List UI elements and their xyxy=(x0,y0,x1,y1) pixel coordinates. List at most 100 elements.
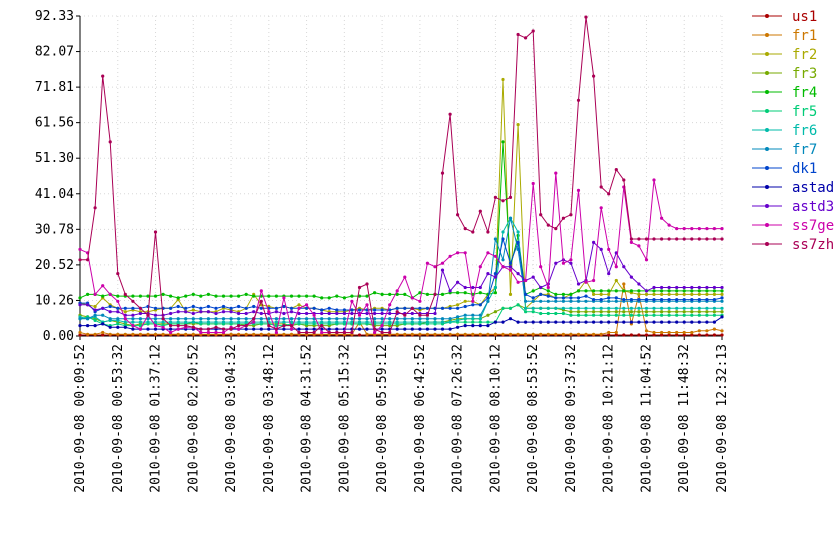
data-point-fr5 xyxy=(524,310,528,314)
data-point-fr6 xyxy=(569,306,573,310)
data-point-astd3 xyxy=(554,261,558,265)
data-point-fr6 xyxy=(501,230,505,234)
data-point-fr5 xyxy=(138,324,142,328)
data-point-fr7 xyxy=(274,317,278,321)
legend-label: dk1 xyxy=(792,161,817,177)
data-point-astd3 xyxy=(690,285,694,290)
data-point-fr1 xyxy=(644,329,649,333)
data-point-dk1 xyxy=(116,306,120,310)
data-point-astd3 xyxy=(592,240,596,244)
x-tick-label: 2010-09-08 11:48:32 xyxy=(677,344,692,493)
data-point-fr3 xyxy=(720,310,724,314)
data-point-ss7zh xyxy=(146,313,150,317)
data-point-us1 xyxy=(705,333,709,337)
legend-item-ss7zh: ss7zh xyxy=(752,237,834,253)
data-point-ss7ge xyxy=(675,227,679,231)
data-point-astd3 xyxy=(335,311,339,316)
data-point-astd3 xyxy=(705,285,709,290)
data-point-fr4 xyxy=(357,294,362,298)
data-point-dk1 xyxy=(357,308,362,312)
data-point-dk1 xyxy=(456,306,460,310)
data-point-ss7zh xyxy=(463,227,467,231)
data-point-fr4 xyxy=(493,291,497,295)
data-point-fr4 xyxy=(86,292,90,296)
data-point-fr3 xyxy=(614,310,618,314)
data-point-fr1 xyxy=(546,332,550,336)
data-point-ss7zh xyxy=(214,325,218,329)
data-point-fr6 xyxy=(652,306,656,310)
data-point-fr6 xyxy=(592,306,596,310)
data-point-ss7ge xyxy=(78,247,82,251)
data-point-fr1 xyxy=(229,332,233,336)
x-tick-label: 2010-09-08 08:10:12 xyxy=(488,344,503,493)
data-point-astd3 xyxy=(440,268,445,272)
data-point-fr1 xyxy=(675,330,679,335)
data-point-astad xyxy=(433,327,437,331)
data-point-fr2 xyxy=(637,292,641,296)
data-point-ss7ge xyxy=(629,240,634,244)
data-point-astd3 xyxy=(637,282,641,286)
data-point-astd3 xyxy=(131,313,135,317)
data-point-ss7zh xyxy=(584,15,588,19)
data-point-ss7zh xyxy=(282,324,286,328)
x-tick-label: 2010-09-08 09:37:32 xyxy=(564,344,579,493)
data-point-fr4 xyxy=(463,291,467,295)
data-point-ss7ge xyxy=(297,306,301,310)
data-point-ss7zh xyxy=(720,237,724,241)
data-point-fr6 xyxy=(146,320,150,324)
legend-label: ss7zh xyxy=(792,237,834,253)
legend-item-fr2: fr2 xyxy=(752,47,817,63)
data-point-fr6 xyxy=(682,306,686,310)
data-point-ss7zh xyxy=(599,185,603,189)
data-point-ss7ge xyxy=(690,227,694,231)
data-point-ss7zh xyxy=(365,282,369,286)
data-point-fr1 xyxy=(395,332,399,336)
data-point-astad xyxy=(448,327,452,331)
legend-label: fr1 xyxy=(792,28,817,44)
data-point-fr1 xyxy=(486,332,490,336)
data-point-fr6 xyxy=(463,317,467,321)
data-point-astad xyxy=(599,320,603,324)
data-point-us1 xyxy=(652,333,656,337)
data-point-ss7zh xyxy=(682,237,686,241)
data-point-fr7 xyxy=(720,299,724,303)
data-point-ss7zh xyxy=(101,74,105,78)
data-point-fr7 xyxy=(493,237,497,241)
data-point-fr6 xyxy=(410,320,414,324)
data-point-astd3 xyxy=(629,275,634,279)
data-point-ss7ge xyxy=(712,227,717,231)
data-point-ss7zh xyxy=(425,313,429,317)
data-point-dk1 xyxy=(153,306,158,310)
data-point-ss7zh xyxy=(199,327,203,331)
legend-item-fr6: fr6 xyxy=(752,123,817,139)
data-point-dk1 xyxy=(259,306,263,310)
data-point-astad xyxy=(675,320,679,324)
data-point-fr6 xyxy=(524,306,528,310)
data-point-fr6 xyxy=(206,320,210,324)
data-point-fr4 xyxy=(169,294,173,298)
x-tick-label: 2010-09-08 05:15:32 xyxy=(337,344,352,493)
data-point-fr1 xyxy=(252,332,256,336)
data-point-astad xyxy=(667,320,671,324)
x-tick-label: 2010-09-08 00:09:52 xyxy=(73,344,88,493)
data-point-fr7 xyxy=(221,317,226,321)
data-point-astad xyxy=(614,320,618,324)
data-point-dk1 xyxy=(720,296,724,300)
series-ss7zh xyxy=(78,15,724,335)
data-point-fr2 xyxy=(682,292,686,296)
data-point-fr4 xyxy=(403,292,407,296)
data-point-ss7zh xyxy=(667,237,671,241)
data-point-fr5 xyxy=(93,318,97,322)
series-fr6 xyxy=(78,216,724,324)
data-point-astd3 xyxy=(282,311,286,316)
data-point-ss7zh xyxy=(259,299,263,303)
data-point-fr7 xyxy=(546,299,550,303)
data-point-fr5 xyxy=(116,322,120,326)
data-point-fr1 xyxy=(712,327,717,331)
data-point-ss7ge xyxy=(493,254,497,258)
data-point-dk1 xyxy=(199,306,203,310)
data-point-ss7ge xyxy=(388,303,392,307)
data-point-ss7zh xyxy=(433,292,437,296)
legend-item-fr5: fr5 xyxy=(752,104,817,120)
